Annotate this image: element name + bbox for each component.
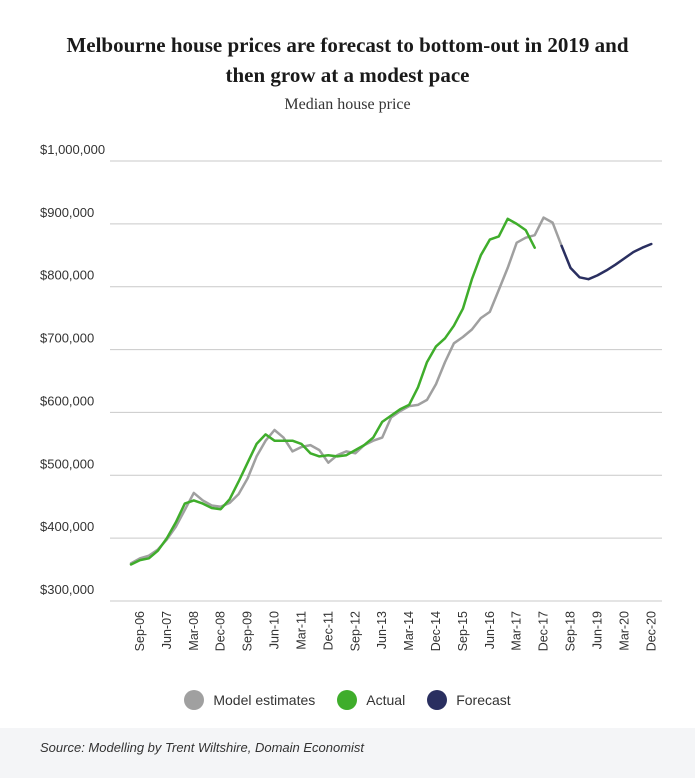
x-tick-label: Jun-16 [483,611,497,649]
x-tick-label: Jun-13 [375,611,389,649]
x-tick-label: Jun-19 [590,611,604,649]
chart-legend: Model estimates Actual Forecast [0,690,695,710]
x-tick-label: Jun-10 [268,611,282,649]
x-tick-label: Sep-12 [348,611,362,651]
series-line-actual [129,217,536,566]
y-tick-label: $700,000 [40,331,94,346]
y-tick-label: $500,000 [40,456,94,471]
y-tick-label: $1,000,000 [40,142,105,157]
chart-subtitle: Median house price [284,96,411,113]
x-tick-label: Mar-20 [617,611,631,651]
x-tick-label: Dec-14 [429,611,443,651]
y-tick-label: $800,000 [40,268,94,283]
x-tick-label: Mar-08 [187,611,201,651]
x-tick-label: Dec-17 [537,611,551,651]
y-tick-label: $400,000 [40,519,94,534]
y-tick-label: $600,000 [40,393,94,408]
legend-label-model-estimates: Model estimates [213,692,316,708]
x-tick-label: Dec-08 [214,611,228,651]
source-note: Source: Modelling by Trent Wiltshire, Do… [40,740,365,755]
legend-item-model-estimates: Model estimates [184,690,315,710]
source-footer: Source: Modelling by Trent Wiltshire, Do… [0,728,695,778]
y-tick-label: $300,000 [40,582,94,597]
chart-title-line-1: Melbourne house prices are forecast to b… [66,33,629,57]
chart-title: Melbourne house prices are forecast to b… [0,30,695,90]
legend-label-actual: Actual [366,692,406,708]
x-tick-label: Mar-17 [510,611,524,651]
x-tick-label: Sep-15 [456,611,470,651]
line-chart: $300,000 $400,000 $500,000 $600,000 $700,000… [40,142,662,651]
x-tick-label: Sep-09 [241,611,255,651]
legend-swatch-model-estimates [184,690,205,710]
legend-item-actual: Actual [337,690,405,710]
x-tick-label: Jun-07 [160,611,174,649]
x-tick-label: Dec-20 [644,611,658,651]
legend-item-forecast: Forecast [427,690,511,710]
x-tick-label: Dec-11 [321,611,335,650]
legend-swatch-actual [337,690,358,710]
x-tick-label: Sep-18 [564,611,578,651]
legend-swatch-forecast [427,690,448,710]
x-tick-label: Mar-11 [294,611,308,650]
legend-label-forecast: Forecast [456,692,511,708]
x-tick-label: Sep-06 [133,611,147,651]
chart-title-line-2: then grow at a modest pace [225,63,470,87]
series-line-forecast [560,242,653,281]
series-line-model-estimates [129,216,563,565]
x-tick-label: Mar-14 [402,611,416,651]
y-tick-label: $900,000 [40,205,94,220]
